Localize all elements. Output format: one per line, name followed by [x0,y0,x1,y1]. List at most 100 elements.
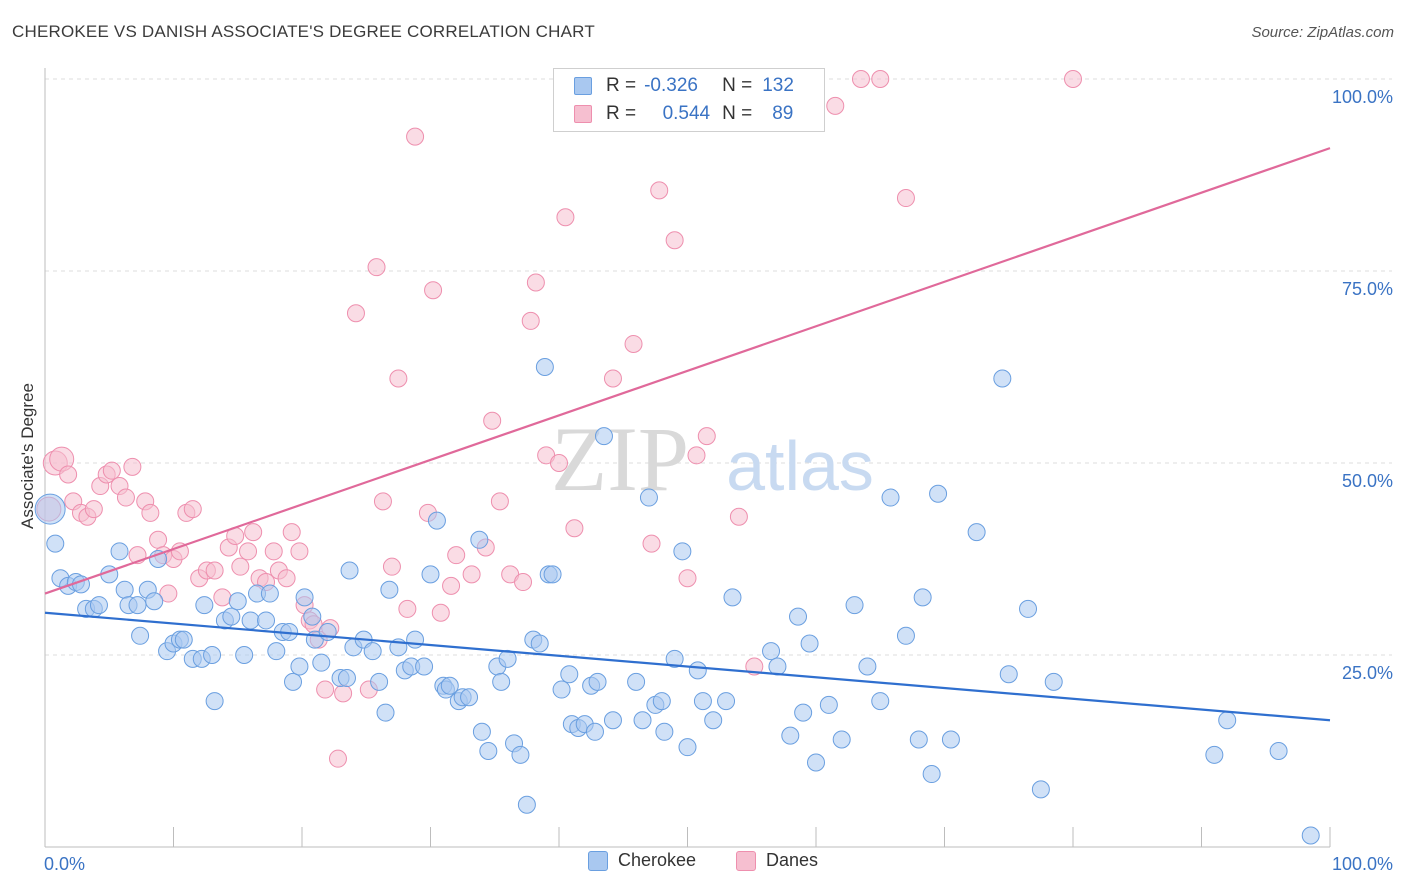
cherokee-point [1218,711,1237,730]
cherokee-point [603,711,622,730]
cherokee-point [794,703,813,722]
cherokee-point [655,722,674,741]
cherokee-point [376,703,395,722]
danes-point [642,534,661,553]
cherokee-point [627,672,646,691]
legend-r-label: R = [606,103,637,124]
cherokee-point [929,484,948,503]
cherokee-point [871,692,890,711]
cherokee-point [789,607,808,626]
danes-point [624,334,643,353]
danes-legend-swatch [736,850,756,871]
cherokee-point [633,711,652,730]
cherokee-point [421,565,440,584]
cherokee-point [665,649,684,668]
cherokee-point [46,534,65,553]
cherokee-point [993,369,1012,388]
cherokee-point [517,795,536,814]
cherokee-point [845,596,864,615]
danes-point [678,569,697,588]
cherokee-point [1019,599,1038,618]
cherokee-point [260,584,279,603]
cherokee-point [472,722,491,741]
cherokee-point [673,542,692,561]
danes-point [389,369,408,388]
y-tick-label: 100.0% [1332,87,1393,107]
cherokee-point [941,730,960,749]
cherokee-point [257,611,276,630]
cherokee-point [858,657,877,676]
cherokee-swatch [574,77,592,95]
danes-point [526,273,545,292]
danes-point [244,523,263,542]
cherokee-point [460,688,479,707]
cherokee-point [370,672,389,691]
x-tick-label: 0.0% [44,854,85,874]
danes-point [334,684,353,703]
x-tick-label: 100.0% [1332,854,1393,874]
cherokee-point [588,672,607,691]
cherokee-point [511,745,530,764]
cherokee-point [807,753,825,772]
cherokee-point [560,665,579,684]
y-tick-label: 75.0% [1342,279,1393,299]
legend-item-danes: Danes [736,850,818,871]
legend-row-cherokee: R = -0.326 N = 132 [574,73,794,99]
cherokee-point [312,653,331,672]
danes-point [565,519,584,538]
danes-point [59,465,78,484]
danes-point [102,461,121,480]
danes-point [277,569,296,588]
watermark-atlas: atlas [726,427,874,505]
danes-point [231,557,250,576]
danes-point [521,311,540,330]
cherokee-point [195,596,214,615]
danes-point [84,500,103,519]
danes-point [851,70,870,88]
cherokee-point [967,523,986,542]
legend-n-label: N = [722,103,753,124]
cherokee-point [228,592,247,611]
cherokee-point [235,646,254,664]
danes-point [490,492,509,511]
legend-n-label: N = [722,75,753,96]
cherokee-point [492,672,511,691]
cherokee-point [800,634,819,653]
cherokee-point [678,738,697,757]
legend-n-cherokee: 132 [762,75,794,96]
danes-point [1064,70,1082,88]
cherokee-point [688,661,707,680]
danes-point [149,530,168,549]
cherokee-point [498,649,517,668]
cherokee-point [427,511,446,530]
cherokee-point [530,634,549,653]
danes-point [406,127,425,146]
cherokee-point [652,692,671,711]
cherokee-point [205,692,224,711]
cherokee-point [639,488,658,507]
cherokee-point [881,488,900,507]
danes-point [603,369,622,388]
y-tick-label: 50.0% [1342,471,1393,491]
cherokee-point [89,596,108,615]
danes-point [431,603,450,622]
cherokee-point [295,588,314,607]
cherokee-point [781,726,800,745]
danes-point [665,231,684,250]
cherokee-point [832,730,851,749]
cherokee-point [535,358,554,376]
danes-point [373,492,392,511]
watermark: ZIP atlas [551,408,874,510]
danes-point [483,411,502,430]
danes-point [205,561,224,580]
cherokee-point [241,611,260,630]
cherokee-point [704,711,723,730]
cherokee-point [203,646,222,664]
cherokee-point [380,580,399,599]
cherokee-point [762,642,781,661]
danes-point [871,70,890,88]
cherokee-point [34,493,66,525]
cherokee-point [174,630,193,649]
danes-point [729,507,748,526]
